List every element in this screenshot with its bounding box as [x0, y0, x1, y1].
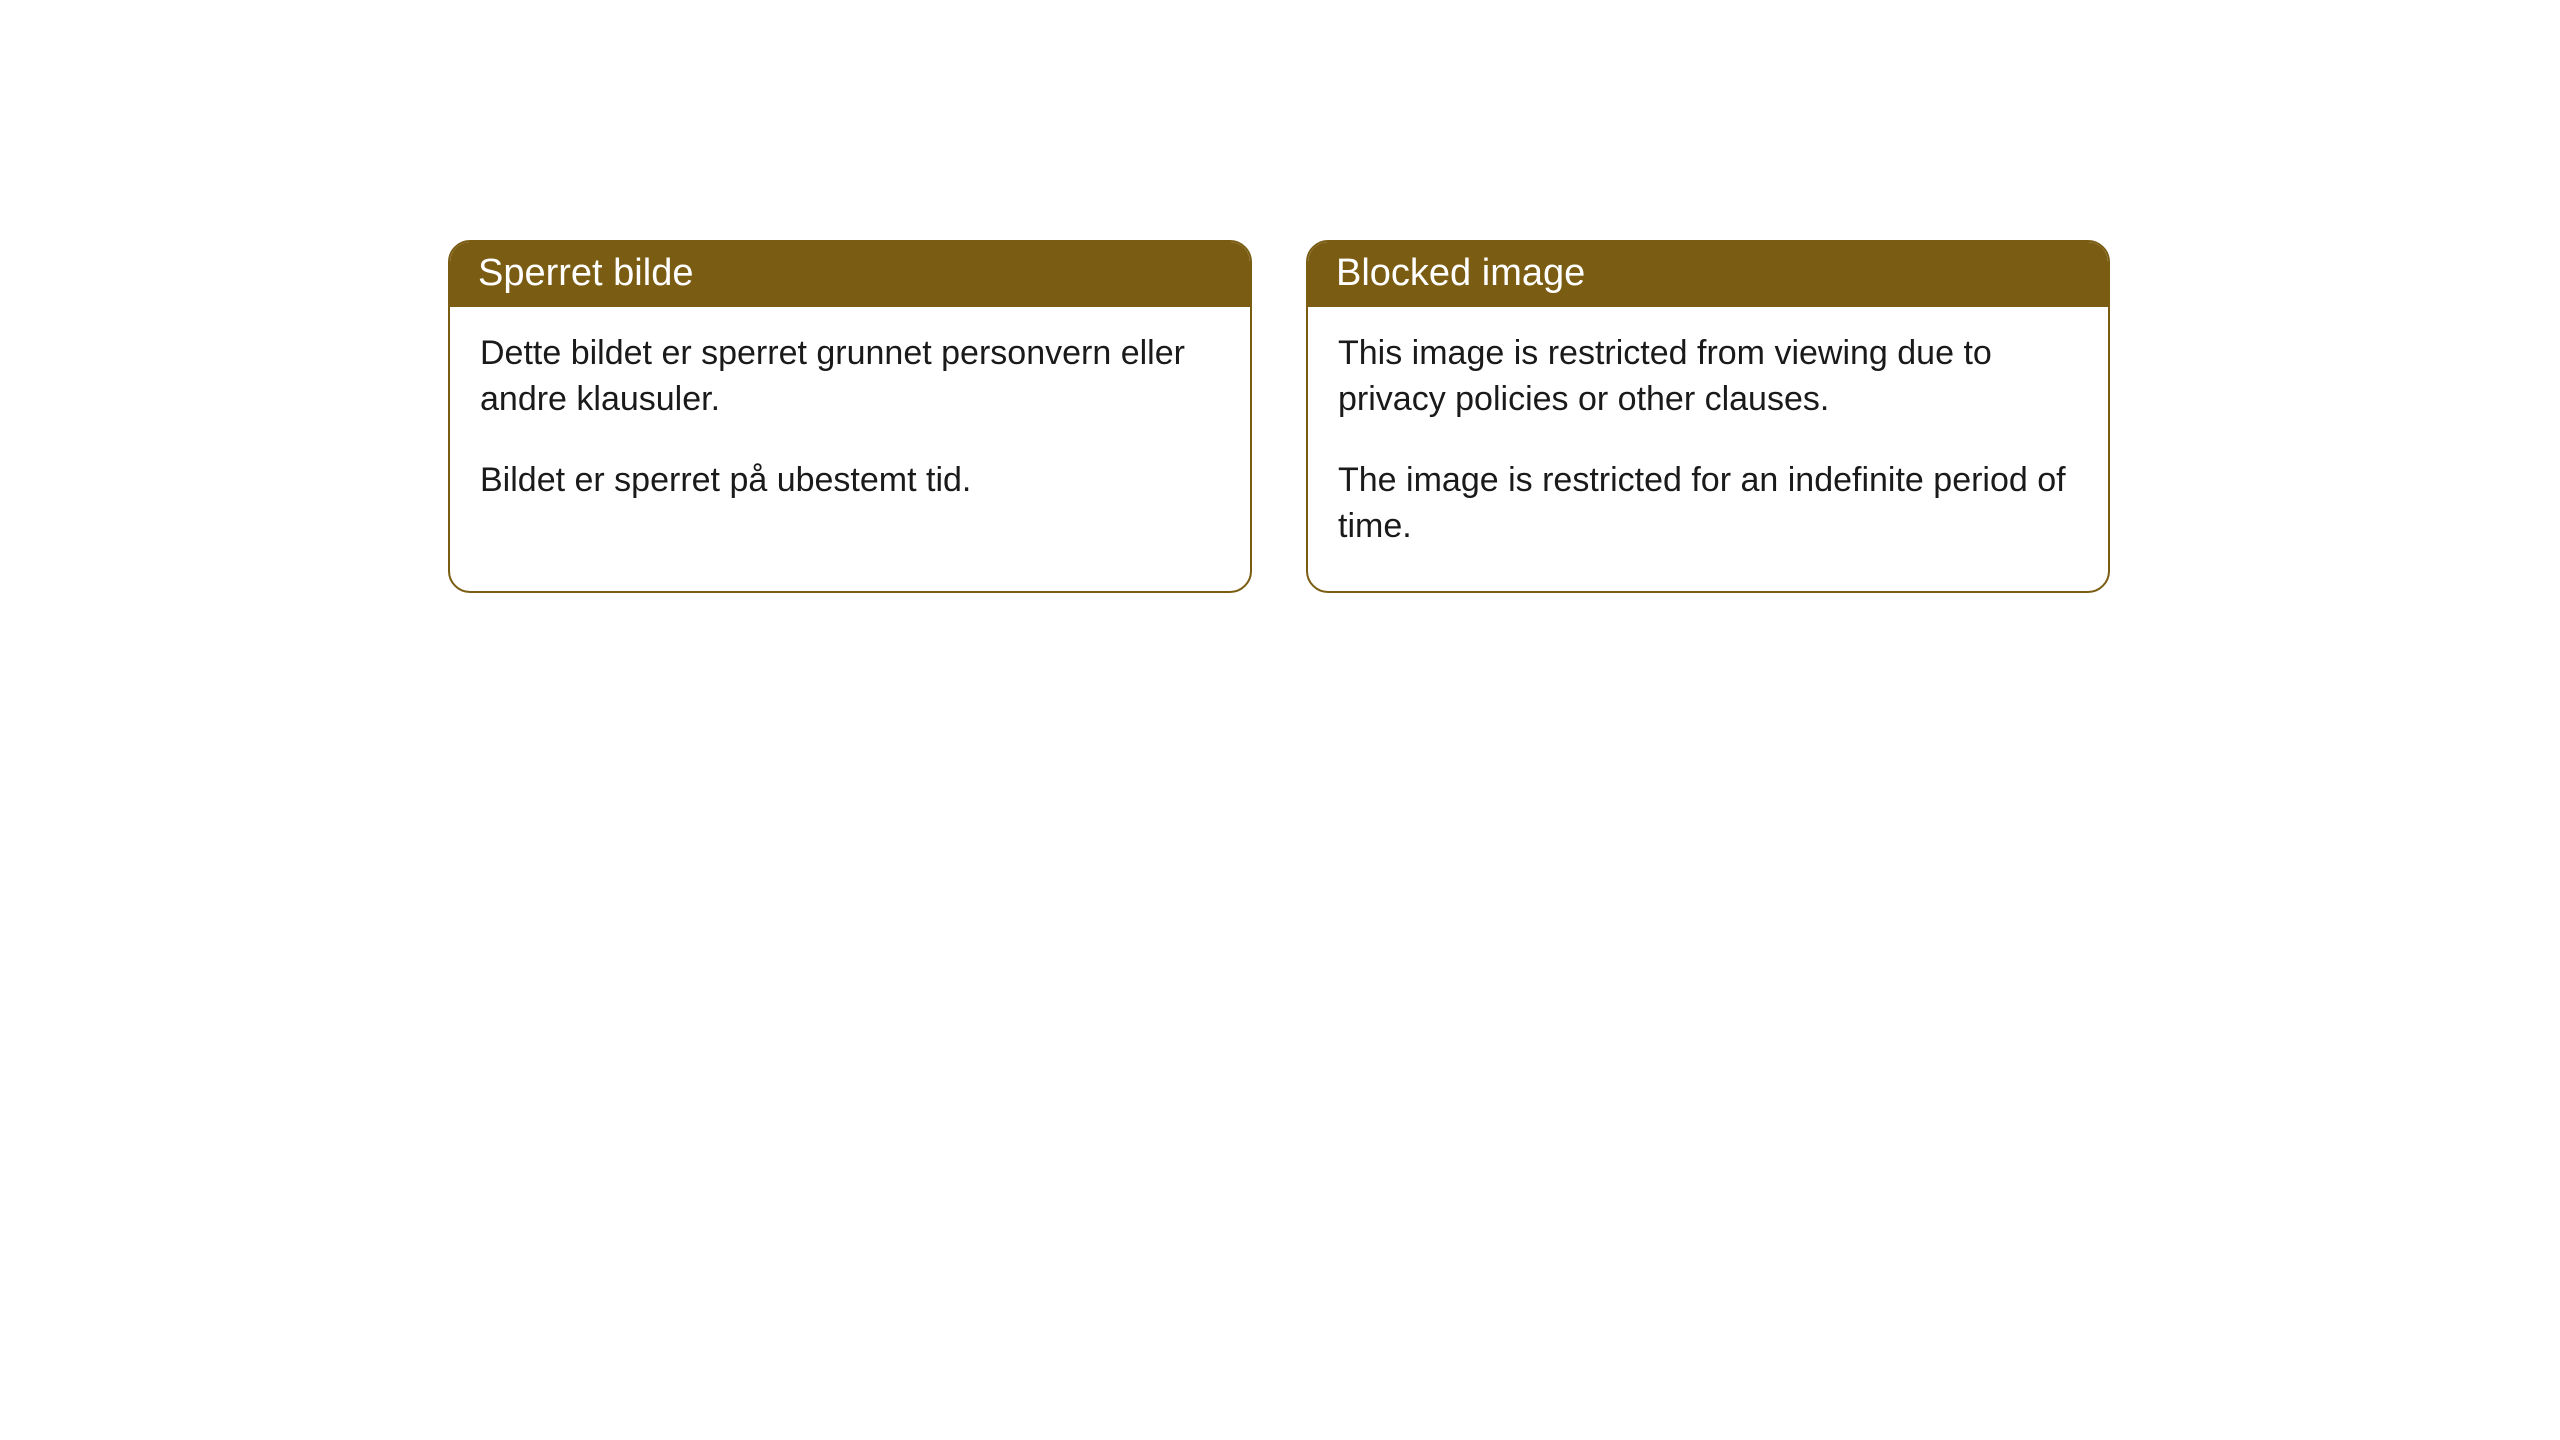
card-title-en: Blocked image: [1336, 252, 1585, 294]
card-text-no-2: Bildet er sperret på ubestemt tid.: [480, 458, 1222, 504]
card-header-no: Sperret bilde: [450, 242, 1250, 307]
blocked-image-card-en: Blocked image This image is restricted f…: [1306, 240, 2110, 593]
card-body-no: Dette bildet er sperret grunnet personve…: [450, 307, 1250, 546]
cards-container: Sperret bilde Dette bildet er sperret gr…: [0, 0, 2560, 593]
card-title-no: Sperret bilde: [478, 252, 693, 294]
blocked-image-card-no: Sperret bilde Dette bildet er sperret gr…: [448, 240, 1252, 593]
card-body-en: This image is restricted from viewing du…: [1308, 307, 2108, 591]
card-header-en: Blocked image: [1308, 242, 2108, 307]
card-text-en-1: This image is restricted from viewing du…: [1338, 331, 2080, 422]
card-text-en-2: The image is restricted for an indefinit…: [1338, 458, 2080, 549]
card-text-no-1: Dette bildet er sperret grunnet personve…: [480, 331, 1222, 422]
